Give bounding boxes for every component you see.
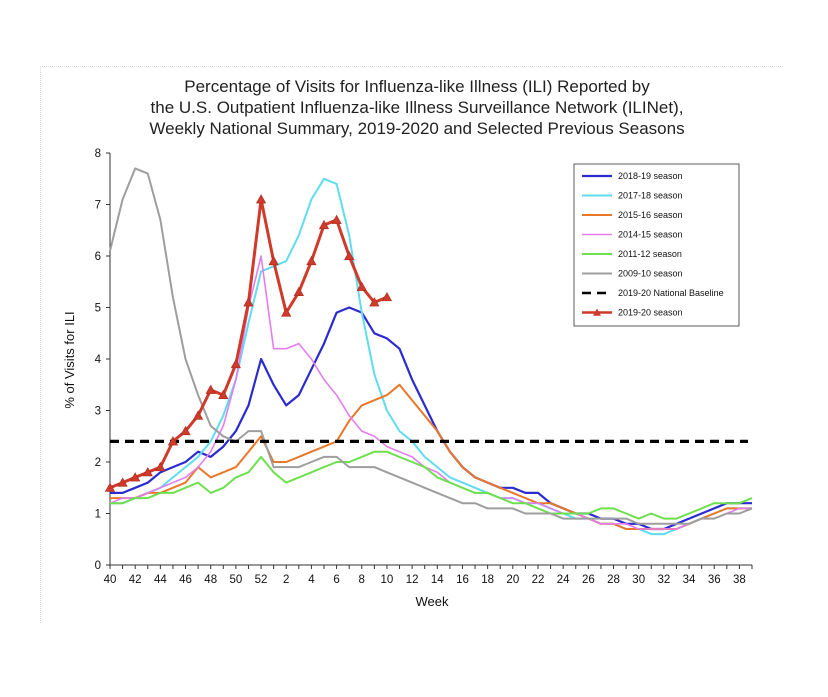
data-point-marker	[205, 384, 216, 394]
x-tick-label: 6	[333, 574, 339, 586]
y-tick-label: 3	[95, 406, 101, 418]
legend-label: 2019-20 National Baseline	[618, 288, 724, 298]
y-tick-label: 6	[95, 251, 101, 263]
x-tick-label: 36	[708, 574, 721, 586]
data-point-marker	[369, 297, 380, 307]
data-point-marker	[167, 436, 179, 446]
x-tick-label: 10	[381, 574, 394, 586]
data-point-marker	[293, 286, 304, 297]
x-tick-label: 34	[683, 574, 696, 586]
x-tick-label: 16	[456, 574, 469, 586]
data-point-marker	[155, 461, 166, 472]
data-point-marker	[344, 250, 355, 260]
data-point-marker	[318, 219, 330, 230]
x-tick-label: 4	[308, 574, 315, 586]
data-point-marker	[193, 410, 204, 420]
chart-title-line-1: Percentage of Visits for Influenza-like …	[184, 77, 650, 96]
data-point-marker	[230, 358, 241, 369]
legend-label: 2015-16 season	[618, 210, 683, 220]
x-tick-label: 38	[733, 574, 746, 586]
x-axis-label: Week	[416, 594, 449, 609]
x-tick-label: 8	[359, 574, 365, 586]
2019-20-season-line	[109, 197, 388, 490]
y-tick-label: 0	[95, 560, 101, 572]
2009-10-season-line	[109, 167, 753, 525]
y-tick-label: 4	[95, 354, 102, 366]
x-tick-label: 14	[431, 574, 444, 586]
x-tick-label: 40	[104, 574, 117, 586]
data-point-marker	[180, 425, 191, 436]
data-point-marker	[306, 255, 317, 266]
x-tick-label: 12	[406, 574, 419, 586]
data-point-marker	[268, 255, 279, 266]
legend-label: 2018-19 season	[618, 171, 683, 181]
data-point-marker	[117, 477, 128, 487]
2011-12-season-line	[110, 450, 753, 520]
x-tick-label: 20	[506, 574, 519, 586]
y-tick-label: 7	[95, 200, 101, 212]
chart-frame	[40, 66, 783, 623]
x-tick-label: 48	[204, 574, 217, 586]
y-tick-label: 5	[95, 303, 101, 315]
data-point-marker	[218, 389, 229, 400]
x-tick-label: 50	[229, 574, 242, 586]
legend-label: 2009-10 season	[618, 269, 683, 279]
x-tick-label: 30	[632, 574, 645, 586]
legend-label: 2017-18 season	[618, 191, 683, 201]
x-tick-label: 18	[481, 574, 494, 586]
2014-15-season-line	[109, 255, 752, 530]
x-tick-label: 46	[179, 574, 192, 586]
chart-title-line-3: Weekly National Summary, 2019-2020 and S…	[149, 119, 684, 138]
legend-box	[573, 163, 740, 327]
data-point-marker	[243, 297, 254, 307]
legend: 2018-19 season 2017-18 season 2015-16 seas…	[573, 163, 740, 327]
chart-title-line-2: the U.S. Outpatient Influenza-like Illne…	[151, 98, 684, 117]
y-tick-label: 8	[95, 148, 101, 160]
y-tick-label: 2	[95, 457, 101, 469]
x-tick-label: 44	[154, 574, 167, 586]
x-tick-label: 26	[582, 574, 595, 586]
legend-label: 2011-12 season	[618, 249, 682, 259]
x-tick-label: 52	[255, 574, 268, 586]
data-point-marker	[281, 307, 292, 317]
legend-label: 2019-20 season	[618, 308, 683, 318]
data-point-marker	[381, 291, 393, 302]
y-tick-label: 1	[95, 509, 101, 521]
y-axis-label: % of Visits for ILI	[62, 311, 77, 408]
data-point-marker	[130, 472, 141, 482]
series-layer	[104, 167, 753, 536]
data-point-marker	[255, 194, 267, 204]
x-tick-label: 2	[283, 574, 289, 586]
2018-19-season-line	[110, 306, 752, 531]
x-tick-label: 42	[129, 574, 142, 586]
legend-label: 2014-15 season	[618, 230, 683, 240]
x-tick-label: 22	[532, 574, 545, 586]
data-point-marker	[356, 281, 367, 291]
x-tick-label: 24	[557, 574, 570, 586]
2017-18-season-line	[110, 177, 752, 536]
data-point-marker	[142, 467, 153, 477]
x-tick-label: 28	[607, 574, 620, 586]
data-point-marker	[104, 482, 116, 492]
legend-marker	[593, 308, 601, 316]
x-tick-label: 32	[657, 574, 670, 586]
data-point-marker	[331, 214, 342, 224]
